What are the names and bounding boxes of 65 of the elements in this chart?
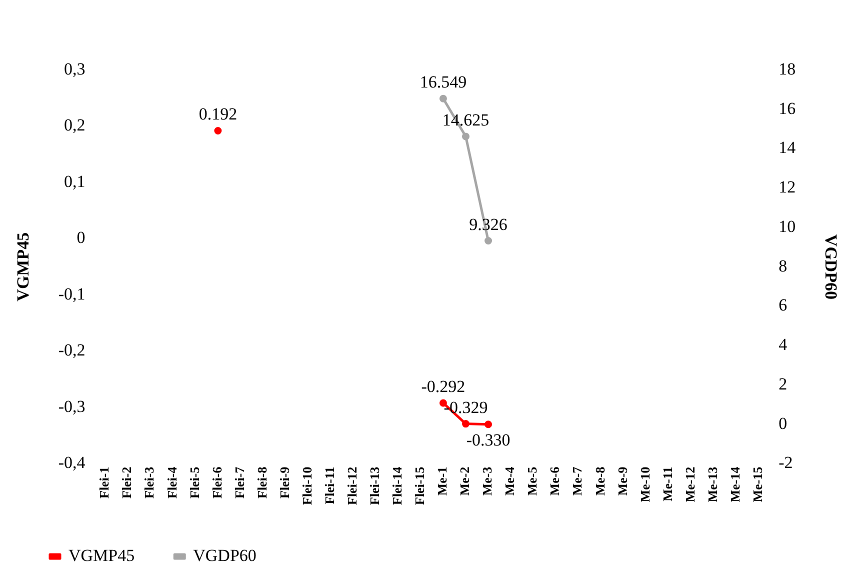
y2-tick-label: 18 (778, 59, 796, 78)
data-label: 0.192 (198, 104, 238, 124)
x-tick-label: Flei-8 (254, 466, 270, 498)
x-tick-label: Flei-1 (96, 466, 112, 498)
x-tick-label: Me-6 (547, 466, 562, 496)
x-tick-label: Flei-5 (186, 466, 202, 498)
x-tick-label: Me-11 (660, 466, 675, 502)
y-axis-title: VGMP45 (14, 232, 33, 302)
y2-tick-label: 14 (778, 138, 796, 158)
x-tick-label: Me-9 (614, 466, 630, 496)
x-tick-label: Me-3 (480, 466, 495, 496)
x-tick-label: Flei-14 (390, 466, 405, 505)
x-tick-label: Flei-3 (142, 466, 157, 498)
x-tick-label: Me-7 (570, 466, 585, 496)
x-tick-label: Flei-13 (366, 466, 382, 505)
y-tick-label: 0 (76, 228, 86, 248)
y-tick-label: -0,2 (58, 340, 86, 360)
point (462, 420, 470, 428)
data-label: 14.625 (442, 110, 490, 130)
x-tick-label: Flei-4 (164, 466, 180, 498)
x-tick-label: Me-13 (704, 466, 720, 502)
x-tick-label: Me-14 (727, 466, 742, 502)
x-tick-label: Flei-7 (232, 466, 247, 498)
x-tick-label: Flei-12 (344, 466, 360, 505)
y2-tick-label: 8 (778, 256, 788, 276)
legend-label: VGMP45 (68, 546, 135, 565)
y-tick-label: 0,3 (64, 59, 86, 78)
y-tick-label: -0,4 (58, 453, 86, 472)
y2-axis-title: VGDP60 (821, 234, 840, 300)
y-tick-label: 0,1 (64, 172, 86, 191)
data-label: -0.292 (421, 376, 466, 396)
x-tick-label: Flei-2 (119, 466, 134, 498)
x-tick-label: Me-15 (750, 466, 765, 502)
x-tick-label: Me-10 (637, 466, 652, 502)
y2-tick-label: 0 (778, 414, 788, 433)
y-tick-label: 0,2 (64, 116, 86, 135)
point (484, 420, 492, 428)
y-tick-label: -0,3 (58, 396, 86, 416)
x-tick-label: Me-2 (457, 466, 472, 496)
point (462, 132, 470, 140)
y2-tick-label: 2 (778, 374, 788, 394)
legend-label: VGDP60 (193, 546, 256, 565)
x-tick-label: Flei-9 (276, 466, 292, 498)
x-tick-label: Flei-6 (209, 466, 224, 498)
y-tick-label: -0,1 (58, 284, 86, 304)
y2-tick-label: -2 (778, 453, 793, 472)
y2-tick-label: 16 (778, 98, 796, 118)
x-tick-label: Me-5 (524, 466, 540, 496)
x-tick-label: Flei-15 (412, 466, 428, 505)
y2-tick-label: 4 (778, 335, 788, 354)
x-tick-label: Me-8 (592, 466, 608, 496)
x-tick-label: Flei-10 (299, 466, 314, 505)
x-tick-label: Me-4 (502, 466, 518, 496)
point (214, 127, 222, 134)
data-label: 16.549 (420, 72, 467, 92)
x-tick-label: Me-1 (434, 466, 450, 496)
x-tick-label: Me-12 (682, 466, 698, 502)
x-tick-label: Flei-11 (322, 466, 337, 504)
y2-tick-label: 12 (778, 178, 796, 197)
y2-tick-label: 10 (778, 216, 796, 236)
point (484, 237, 492, 245)
data-label: 9.326 (469, 214, 508, 234)
data-label: -0.330 (466, 430, 510, 450)
y2-tick-label: 6 (778, 296, 788, 315)
point (439, 94, 447, 102)
